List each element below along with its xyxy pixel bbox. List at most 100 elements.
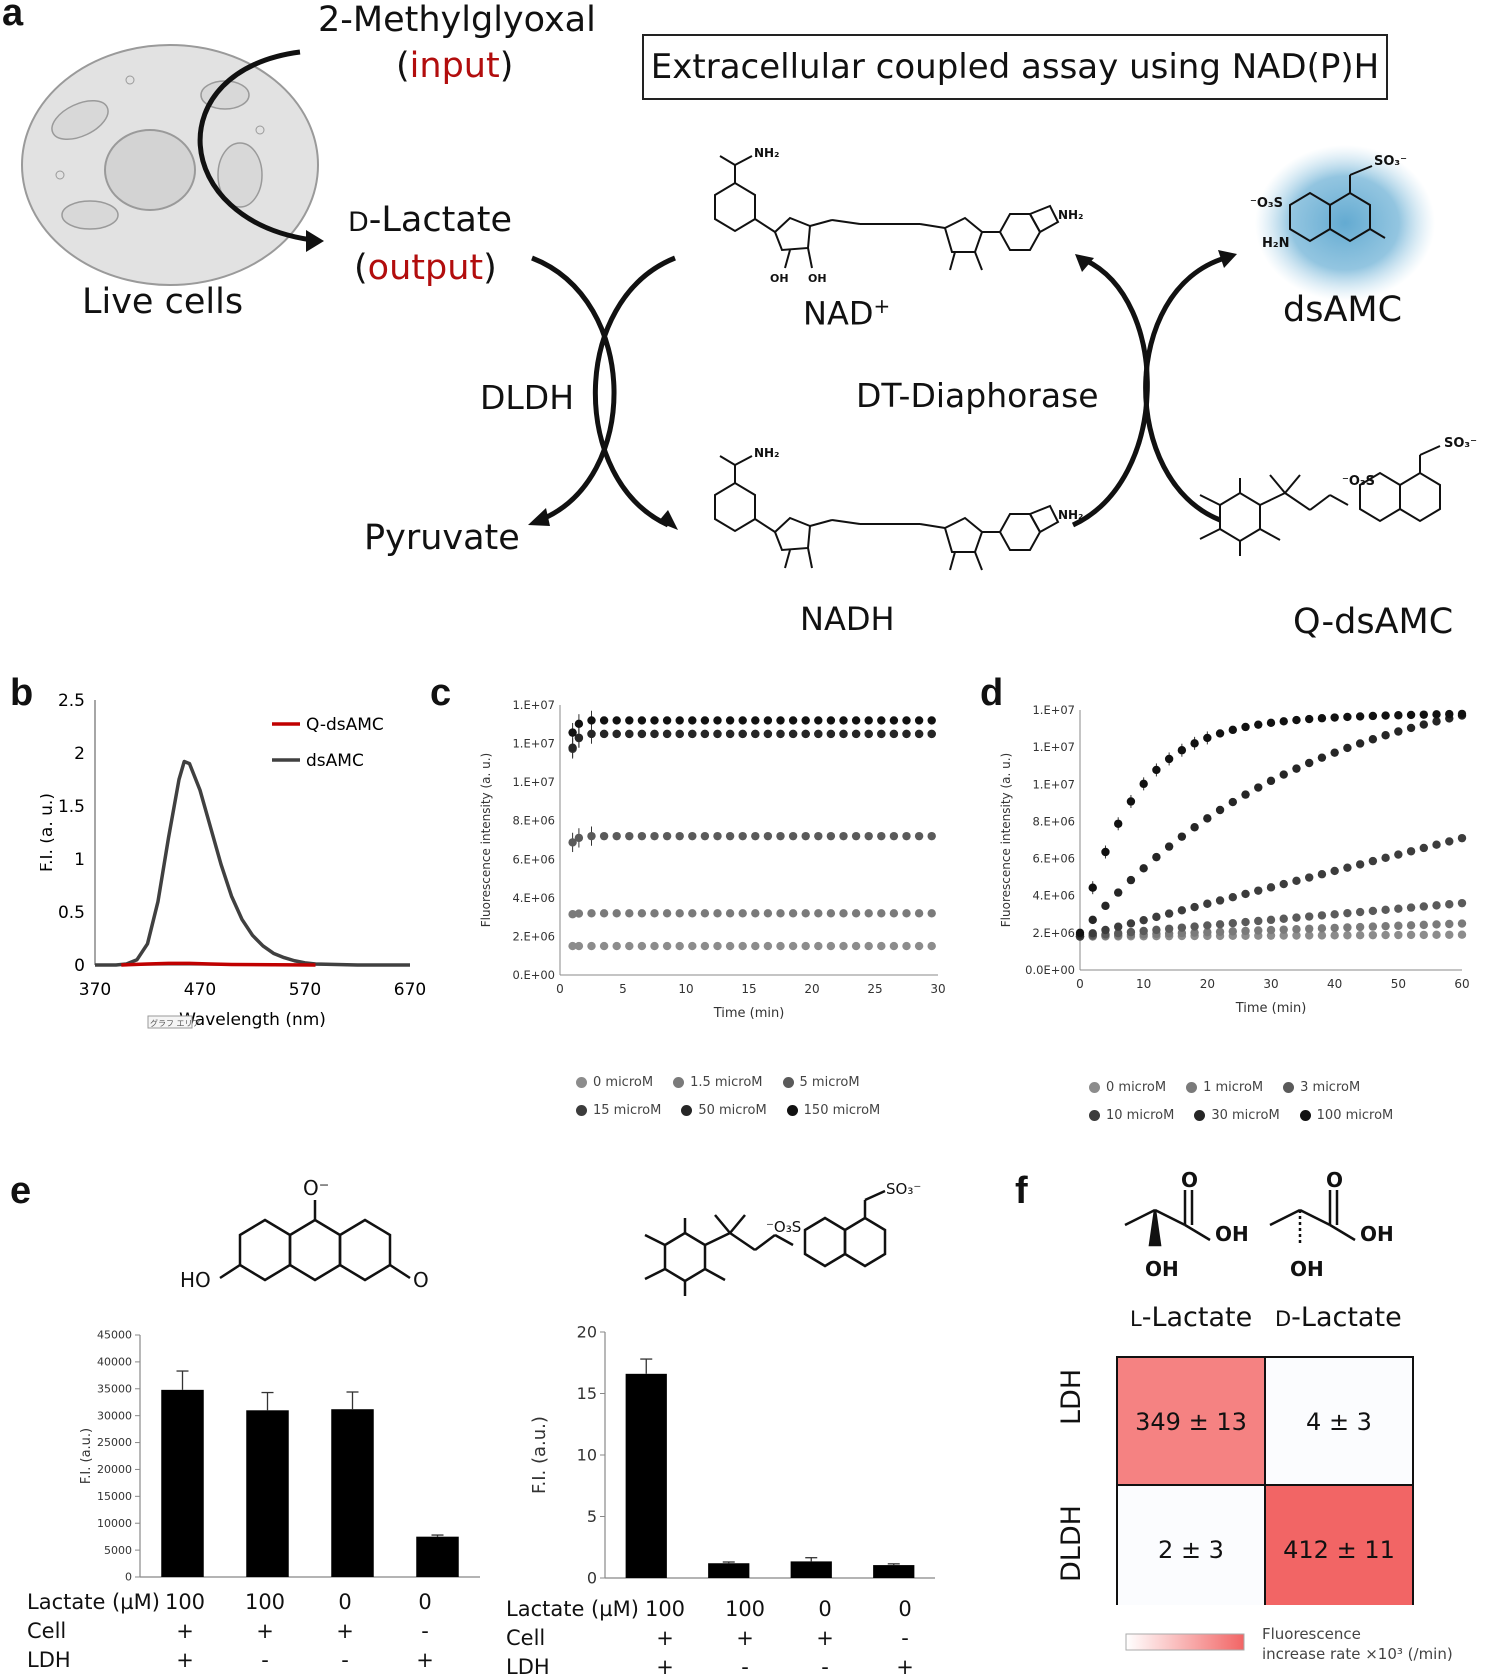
d-point: [1368, 922, 1378, 931]
d-point: [1152, 925, 1161, 935]
c-point: [851, 831, 861, 841]
d-point: [1457, 919, 1467, 928]
legend-d-row-1: 0 microM 1 microM 3 microM: [1089, 1080, 1360, 1095]
d-lactate-oh-1: OH: [1360, 1222, 1394, 1246]
c-x-tick-label: 10: [678, 982, 693, 996]
d-point: [1406, 921, 1416, 930]
c-point: [751, 716, 760, 725]
b-x-tick-label: 570: [289, 980, 321, 1000]
pyruvate-label: Pyruvate: [364, 518, 520, 558]
c-point: [587, 831, 596, 841]
e1-table-cell: +: [336, 1619, 354, 1643]
c-point: [864, 729, 873, 739]
d-point: [1228, 919, 1237, 928]
d-point: [1394, 711, 1403, 720]
c-point: [599, 909, 609, 918]
d-point: [1305, 714, 1314, 724]
d-point: [1126, 919, 1136, 928]
c-point: [637, 941, 647, 951]
chart-d-kinetics: 0.0E+00 2.E+06 4.E+06 6.E+06 8.E+06 1.E+07 1.E…: [1000, 703, 1470, 1016]
c-point: [776, 941, 785, 951]
legend-c-label: 0 microM: [593, 1075, 654, 1090]
d-point: [1190, 739, 1199, 748]
nad-text: NAD: [803, 294, 874, 333]
legend-d-item: 1 microM: [1186, 1080, 1263, 1095]
nad-plus-structure: [714, 155, 1060, 271]
c-point: [568, 838, 577, 847]
e1-table-row-label: Cell: [27, 1619, 67, 1643]
c-point: [864, 941, 873, 951]
q-dsamc-e-o3s: ⁻O₃S: [766, 1218, 802, 1236]
heatmap-f: 349 ± 13 4 ± 3 2 ± 3 412 ± 11: [1116, 1356, 1414, 1605]
d-point: [1381, 921, 1390, 931]
c-point: [700, 716, 710, 725]
c-x-tick-label: 15: [741, 982, 756, 996]
d-point: [1292, 764, 1301, 773]
c-point: [763, 729, 773, 739]
d-point: [1114, 929, 1123, 938]
d-point: [1394, 727, 1403, 736]
d-point: [1114, 819, 1123, 828]
row-ldh-label: LDH: [1056, 1368, 1087, 1425]
d-point: [1445, 919, 1454, 929]
d-point: [1355, 860, 1365, 869]
c-point: [763, 716, 773, 725]
c-point: [568, 910, 577, 919]
c-point: [902, 909, 911, 918]
c-point: [675, 831, 684, 841]
dsamc-glow: [1255, 145, 1435, 301]
e1-table-cell: -: [421, 1619, 429, 1643]
e2-table-cell: -: [821, 1655, 829, 1679]
d-point: [1343, 908, 1352, 918]
e2-table-cell: 100: [644, 1597, 686, 1621]
c-point: [889, 941, 899, 951]
d-point: [1266, 776, 1276, 786]
d-point: [1203, 733, 1212, 743]
e1-y-tick-label: 5000: [104, 1544, 132, 1557]
legend-d-item: 3 microM: [1283, 1080, 1360, 1095]
legend-c-dot: [576, 1077, 587, 1088]
c-point: [763, 941, 773, 951]
panel-letter-d: d: [980, 672, 1004, 714]
d-point: [1241, 926, 1250, 936]
c-point: [612, 941, 621, 951]
e1-table-cell: +: [416, 1648, 434, 1672]
col-l-suffix: -Lactate: [1141, 1302, 1253, 1333]
d-point: [1445, 930, 1454, 939]
nadh-label: NADH: [800, 600, 895, 638]
c-point: [675, 909, 684, 918]
b-y-tick-label: 1.5: [58, 797, 85, 817]
d-point: [1343, 931, 1352, 940]
legend-d-item: 100 microM: [1299, 1108, 1393, 1123]
d-point: [1190, 922, 1199, 931]
c-y-tick-label: 8.E+06: [512, 814, 555, 828]
d-point: [1241, 917, 1250, 927]
c-point: [914, 941, 924, 951]
legend-d-item: 30 microM: [1194, 1108, 1280, 1123]
c-point: [776, 729, 785, 739]
panel-letter-a: a: [2, 0, 24, 34]
row-dldh-label: DLDH: [1056, 1505, 1087, 1582]
e1-table-cell: +: [256, 1619, 274, 1643]
d-y-tick-label: 8.E+06: [1032, 814, 1075, 828]
c-point: [625, 831, 634, 841]
panel-letter-c: c: [430, 672, 452, 714]
c-point: [637, 909, 647, 918]
b-y-tick-label: 2: [74, 744, 85, 764]
c-y-axis-label: Fluorescence intensity (a. u.): [480, 753, 493, 927]
output-annotation: (output): [354, 248, 497, 288]
c-point: [662, 716, 672, 725]
d-point: [1139, 926, 1148, 936]
e2-table-cell: +: [816, 1626, 834, 1650]
d-point: [1381, 711, 1390, 720]
c-x-tick-label: 5: [619, 982, 627, 996]
c-point: [688, 729, 697, 739]
d-point: [1292, 913, 1301, 922]
d-point: [1126, 875, 1136, 885]
c-point: [700, 729, 710, 739]
d-x-tick-label: 20: [1200, 977, 1215, 991]
col-d-prefix: D: [1275, 1307, 1292, 1331]
c-point: [599, 941, 609, 951]
c-point: [801, 909, 810, 918]
d-point: [1164, 924, 1174, 933]
